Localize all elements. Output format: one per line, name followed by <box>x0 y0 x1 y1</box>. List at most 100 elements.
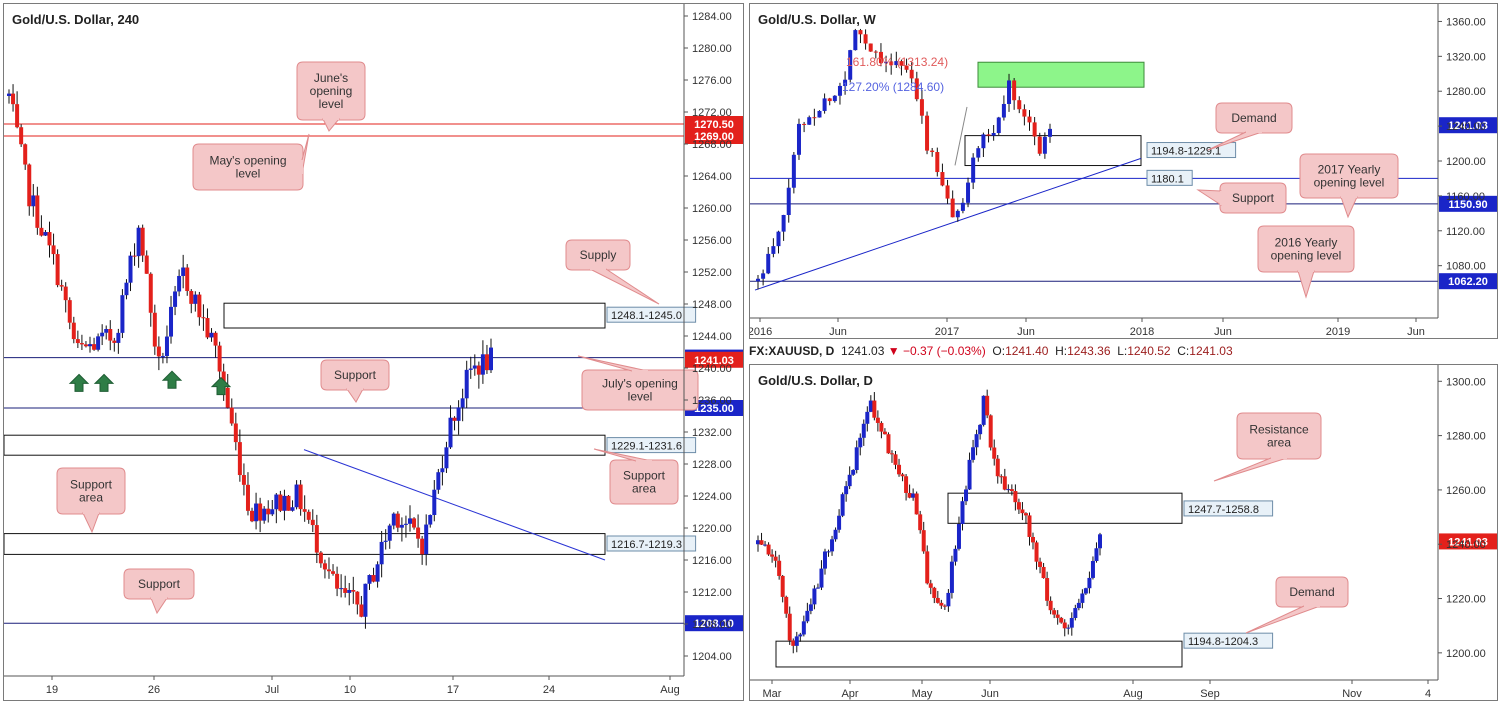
callout-support-low: Support <box>123 568 195 615</box>
h4-candle <box>229 407 234 424</box>
price-tick-label: 1284.00 <box>692 11 732 23</box>
h4-candle <box>100 332 105 337</box>
weekly-chart[interactable]: 161.80% (1313.24) 127.20% (1284.60) 1241.0… <box>748 4 1497 338</box>
h4-candle <box>480 354 485 375</box>
callout-text: Supply <box>580 248 617 262</box>
weekly-candle <box>1037 136 1042 154</box>
h4-candle <box>262 508 267 521</box>
h4-candle <box>322 563 327 570</box>
time-tick-label: 10 <box>344 684 356 696</box>
daily-candle <box>893 454 898 465</box>
price-tick-label: 1212.00 <box>692 587 732 599</box>
price-tick-label: 1200.00 <box>1446 156 1486 168</box>
time-tick-label: Jun <box>981 688 999 700</box>
h4-candle <box>468 368 473 370</box>
daily-candle <box>1076 602 1081 609</box>
daily-candle <box>1066 627 1071 629</box>
h4-candle <box>383 540 388 542</box>
daily-chart[interactable]: 1241.03 1247.7-1258.8 1194.8-1204.3 Resista… <box>750 365 1497 700</box>
h4-candle <box>489 347 493 371</box>
h4-chart-panel[interactable]: 1270.501269.001241.301241.031235.001208.… <box>3 3 744 701</box>
zone-label: 1248.1-1245.0 <box>611 310 682 322</box>
daily-candle <box>953 548 958 562</box>
weekly-candle <box>960 202 965 211</box>
daily-candle <box>826 551 831 553</box>
h4-candle <box>181 267 186 276</box>
time-tick-label: Apr <box>841 688 858 700</box>
callout-text: level <box>319 97 344 111</box>
daily-candle <box>861 423 866 438</box>
h4-candle <box>363 583 368 617</box>
high-value: 1243.36 <box>1067 344 1111 358</box>
weekly-chart-panel[interactable]: 161.80% (1313.24) 127.20% (1284.60) 1241.0… <box>748 3 1498 339</box>
price-badge <box>685 351 743 368</box>
time-tick-label: 2018 <box>1130 326 1154 338</box>
callout-box <box>1275 576 1349 608</box>
zone-label: 1229.1-1231.6 <box>611 441 682 453</box>
zone-label-box <box>1146 142 1237 159</box>
weekly-candle <box>858 30 863 35</box>
h4-candle <box>177 275 182 292</box>
callout-pointer <box>322 118 341 132</box>
time-tick-label: Mar <box>763 688 782 700</box>
h4-candle <box>197 294 202 318</box>
h4-candle <box>452 417 457 421</box>
symbol-label: FX:XAUUSD, D <box>749 344 835 358</box>
daily-candle <box>992 447 997 459</box>
weekly-candle <box>904 65 909 70</box>
daily-candle <box>999 476 1004 478</box>
h4-candle <box>201 317 206 319</box>
price-badge <box>685 400 743 416</box>
daily-candle <box>907 492 912 498</box>
weekly-candle <box>802 123 807 125</box>
time-tick-label: 26 <box>148 684 160 696</box>
zone-label-box <box>1146 169 1193 186</box>
h4-candle <box>326 569 331 572</box>
time-tick-label: Jun <box>829 326 847 338</box>
price-tick-label: 1208.00 <box>692 619 732 631</box>
trendline <box>754 157 1142 291</box>
daily-candle <box>1080 593 1085 603</box>
callout-text: Support <box>334 368 377 382</box>
price-tick-label: 1080.00 <box>1446 261 1486 273</box>
weekly-candle <box>1048 128 1052 137</box>
h4-candle <box>124 282 129 296</box>
daily-candle <box>1027 515 1032 537</box>
daily-chart-panel[interactable]: 1241.03 1247.7-1258.8 1194.8-1204.3 Resista… <box>749 364 1498 701</box>
daily-candle <box>1023 513 1028 516</box>
h4-chart[interactable]: 1270.501269.001241.301241.031235.001208.… <box>3 4 743 700</box>
weekly-candle <box>1012 80 1017 101</box>
h4-candle <box>254 503 259 522</box>
callout-demand: Demand <box>1245 576 1349 634</box>
daily-candle <box>956 524 961 549</box>
callout-pointer <box>82 512 100 534</box>
h4-candle <box>233 423 238 443</box>
weekly-candle <box>935 152 940 173</box>
daily-candle <box>942 605 947 607</box>
price-tick-label: 1260.00 <box>692 203 732 215</box>
weekly-candle <box>889 61 894 66</box>
daily-candle <box>847 474 852 487</box>
h4-candle <box>104 329 109 333</box>
daily-candle <box>1031 536 1036 543</box>
callout-box <box>296 61 366 121</box>
daily-candle <box>1059 617 1064 623</box>
weekly-candle <box>791 154 796 188</box>
daily-candle <box>1087 577 1092 589</box>
price-tick-label: 1240.00 <box>1446 539 1486 551</box>
callout-box <box>1236 412 1322 460</box>
time-tick-label: 2019 <box>1326 326 1350 338</box>
h4-candle <box>484 354 489 371</box>
callout-text: 2017 Yearly <box>1318 163 1381 177</box>
h4-candle <box>7 93 11 96</box>
daily-candle <box>815 587 820 589</box>
daily-candle <box>766 544 771 555</box>
h4-candle <box>237 442 242 476</box>
open-value: 1241.40 <box>1005 344 1049 358</box>
time-tick-label: Jun <box>1214 326 1232 338</box>
h4-candle <box>258 503 263 521</box>
callout-support: Support <box>1196 182 1287 214</box>
callout-text: June's <box>314 71 348 85</box>
